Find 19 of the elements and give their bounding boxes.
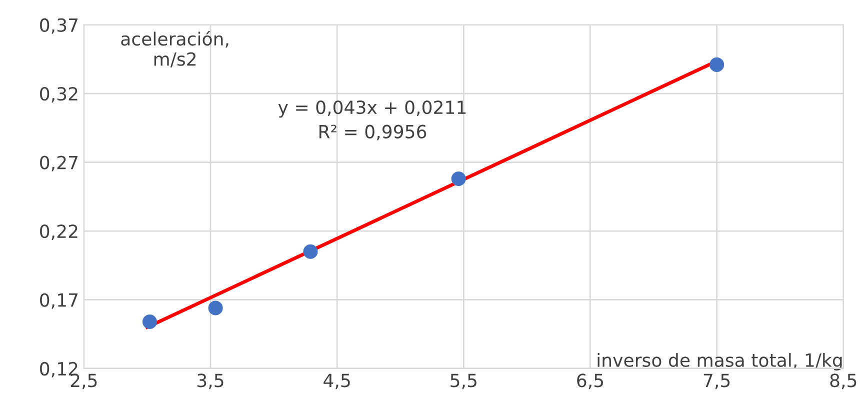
x-tick-label: 3,5 xyxy=(198,374,224,390)
point xyxy=(303,244,318,259)
y-tick-label: 0,22 xyxy=(40,224,78,240)
point xyxy=(142,314,158,330)
y-axis-title: aceleración, m/s2 xyxy=(121,30,228,68)
point xyxy=(208,300,223,316)
point xyxy=(451,172,466,186)
y-tick-label: 0,37 xyxy=(40,18,78,34)
x-tick-label: 6,5 xyxy=(577,374,603,390)
x-tick-label: 8,5 xyxy=(830,374,856,390)
point xyxy=(710,57,724,72)
y-tick-label: 0,17 xyxy=(40,293,78,309)
x-tick-label: 5,5 xyxy=(450,374,476,390)
x-axis-title: inverso de masa total, 1/kg xyxy=(598,352,842,370)
x-tick-label: 4,5 xyxy=(324,374,350,390)
y-tick-label: 0,27 xyxy=(40,156,78,172)
annotation: y = 0,043x + 0,0211 R² = 0,9956 xyxy=(278,100,466,140)
y-tick-label: 0,32 xyxy=(40,87,78,103)
x-tick-label: 7,5 xyxy=(704,374,730,390)
